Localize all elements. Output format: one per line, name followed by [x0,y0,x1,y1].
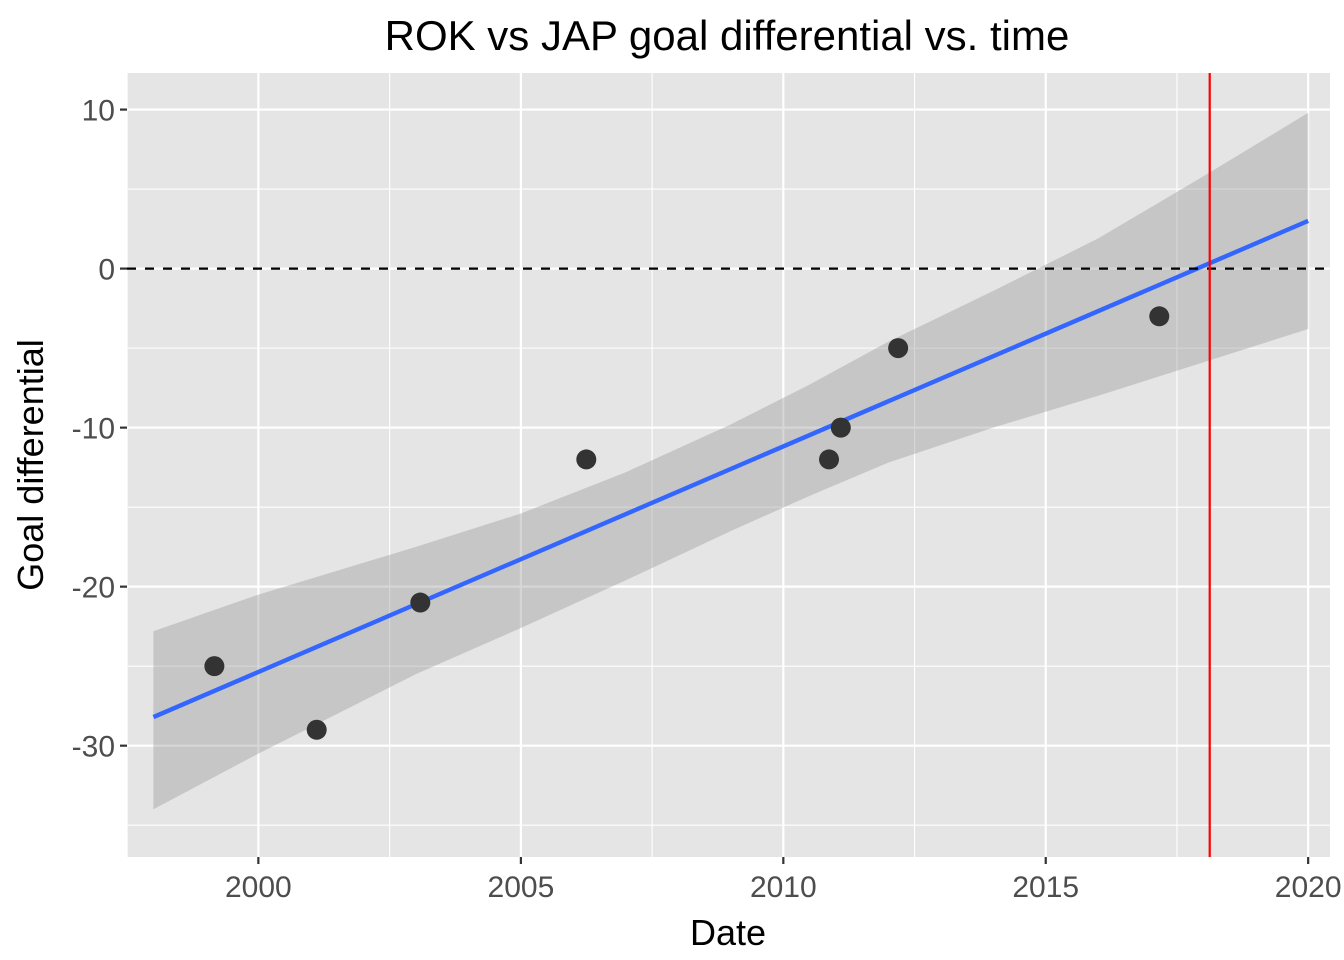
confidence-band-layer [153,112,1309,810]
y-tick-label: -20 [72,572,115,605]
data-point [830,417,851,438]
data-point [888,338,909,359]
y-tick-label: 10 [82,95,115,128]
data-point [819,449,840,470]
x-tick-label: 2020 [1275,871,1342,904]
trend-line [152,218,1310,720]
x-axis: 2000 2005 2010 2015 2020 [225,857,1342,904]
y-axis-title: Goal differential [10,339,51,591]
data-point [410,592,431,613]
x-tick-label: 2005 [488,871,555,904]
x-tick-label: 2000 [225,871,292,904]
y-tick-label: -10 [72,413,115,446]
y-axis: -30 -20 -10 0 10 [72,95,127,764]
plot-panel [127,73,1330,857]
data-point [204,656,225,677]
data-point [306,719,327,740]
y-tick-label: -30 [72,731,115,764]
reference-lines [127,73,1330,857]
x-axis-title: Date [690,912,766,953]
y-tick-label: 0 [98,254,115,287]
grid-minor [126,73,1330,857]
data-point [1149,306,1170,327]
x-tick-label: 2010 [750,871,817,904]
x-tick-label: 2015 [1012,871,1079,904]
data-point [576,449,597,470]
chart-title: ROK vs JAP goal differential vs. time [385,12,1070,59]
trend-line-layer [152,218,1310,720]
data-points [204,306,1170,740]
confidence-band [153,112,1309,810]
